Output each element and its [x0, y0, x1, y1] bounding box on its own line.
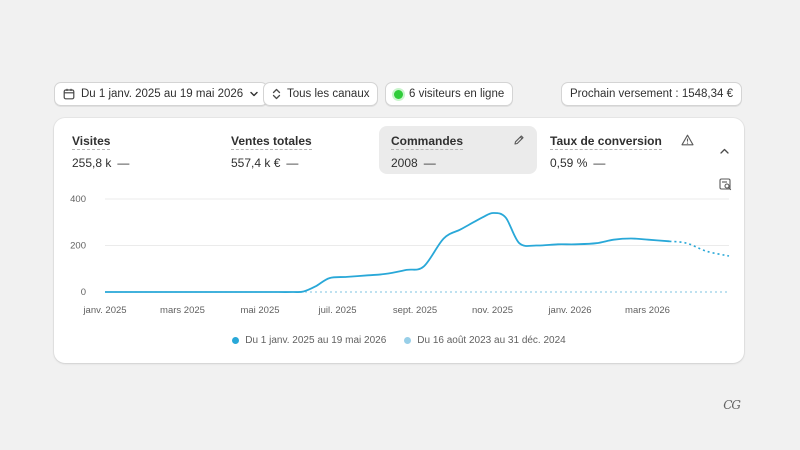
- y-tick-label: 0: [81, 287, 86, 298]
- x-tick-label: nov. 2025: [472, 305, 513, 316]
- x-tick-label: sept. 2025: [393, 305, 437, 316]
- series-line-current: [105, 212, 670, 293]
- series-line-current-projected: [669, 240, 730, 257]
- calendar-icon: [63, 88, 75, 100]
- legend-label-previous: Du 16 août 2023 au 31 déc. 2024: [417, 335, 566, 346]
- metric-total-sales[interactable]: Ventes totales 557,4 k € —: [219, 126, 374, 174]
- brand-logo: CG: [723, 398, 741, 412]
- metric-label: Commandes: [391, 134, 464, 150]
- up-down-chevron-icon: [272, 88, 281, 100]
- date-range-label: Du 1 janv. 2025 au 19 mai 2026: [81, 88, 244, 100]
- legend-swatch-current: [232, 337, 240, 344]
- line-chart: 0 200 400 janv. 2025 mars 2025 mai 2025 juil. …: [70, 194, 730, 316]
- metric-value: 2008: [391, 156, 418, 170]
- metric-orders[interactable]: Commandes 2008 —: [379, 126, 537, 174]
- warning-triangle-icon[interactable]: [681, 133, 694, 151]
- metric-value: 0,59 %: [550, 156, 588, 170]
- x-tick-label: mai 2025: [240, 305, 279, 316]
- x-tick-label: mars 2025: [160, 305, 205, 316]
- x-tick-label: mars 2026: [625, 305, 670, 316]
- legend-swatch-previous: [404, 337, 412, 344]
- metric-conversion-rate[interactable]: Taux de conversion 0,59 % —: [538, 126, 698, 174]
- legend-item-current[interactable]: Du 1 janv. 2025 au 19 mai 2026: [232, 335, 386, 346]
- metric-change: —: [593, 156, 606, 170]
- legend-item-previous[interactable]: Du 16 août 2023 au 31 déc. 2024: [404, 335, 566, 346]
- metric-value: 255,8 k: [72, 156, 112, 170]
- metric-change: —: [286, 156, 299, 170]
- payout-label: Prochain versement : 1548,34 €: [569, 88, 733, 100]
- x-tick-label: juil. 2025: [317, 305, 356, 316]
- chart-legend: Du 1 janv. 2025 au 19 mai 2026 Du 16 aoû…: [54, 335, 744, 346]
- metric-label: Visites: [72, 134, 111, 150]
- metric-label: Taux de conversion: [550, 134, 662, 150]
- visitors-label: 6 visiteurs en ligne: [409, 88, 505, 100]
- y-tick-label: 200: [70, 241, 86, 252]
- x-tick-label: janv. 2025: [82, 305, 126, 316]
- pencil-icon[interactable]: [513, 133, 525, 151]
- metric-value: 557,4 k €: [231, 156, 281, 170]
- online-status-dot: [394, 89, 403, 99]
- metric-label: Ventes totales: [231, 134, 312, 150]
- toolbar: Du 1 janv. 2025 au 19 mai 2026 Tous les …: [54, 82, 742, 106]
- x-tick-label: janv. 2026: [547, 305, 591, 316]
- live-visitors-button[interactable]: 6 visiteurs en ligne: [385, 82, 514, 106]
- metric-change: —: [117, 156, 130, 170]
- date-range-button[interactable]: Du 1 janv. 2025 au 19 mai 2026: [54, 82, 269, 106]
- chevron-down-icon: [249, 89, 259, 99]
- channels-label: Tous les canaux: [287, 88, 370, 100]
- chart-search-icon[interactable]: [719, 178, 732, 196]
- chevron-up-icon[interactable]: [719, 144, 730, 162]
- legend-label-current: Du 1 janv. 2025 au 19 mai 2026: [245, 335, 387, 346]
- channels-button[interactable]: Tous les canaux: [263, 82, 379, 106]
- y-tick-label: 400: [70, 194, 86, 205]
- analytics-card: Visites 255,8 k — Ventes totales 557,4 k …: [54, 118, 744, 363]
- metric-visits[interactable]: Visites 255,8 k —: [60, 126, 210, 174]
- payout-button[interactable]: Prochain versement : 1548,34 €: [560, 82, 742, 106]
- metric-change: —: [423, 156, 436, 170]
